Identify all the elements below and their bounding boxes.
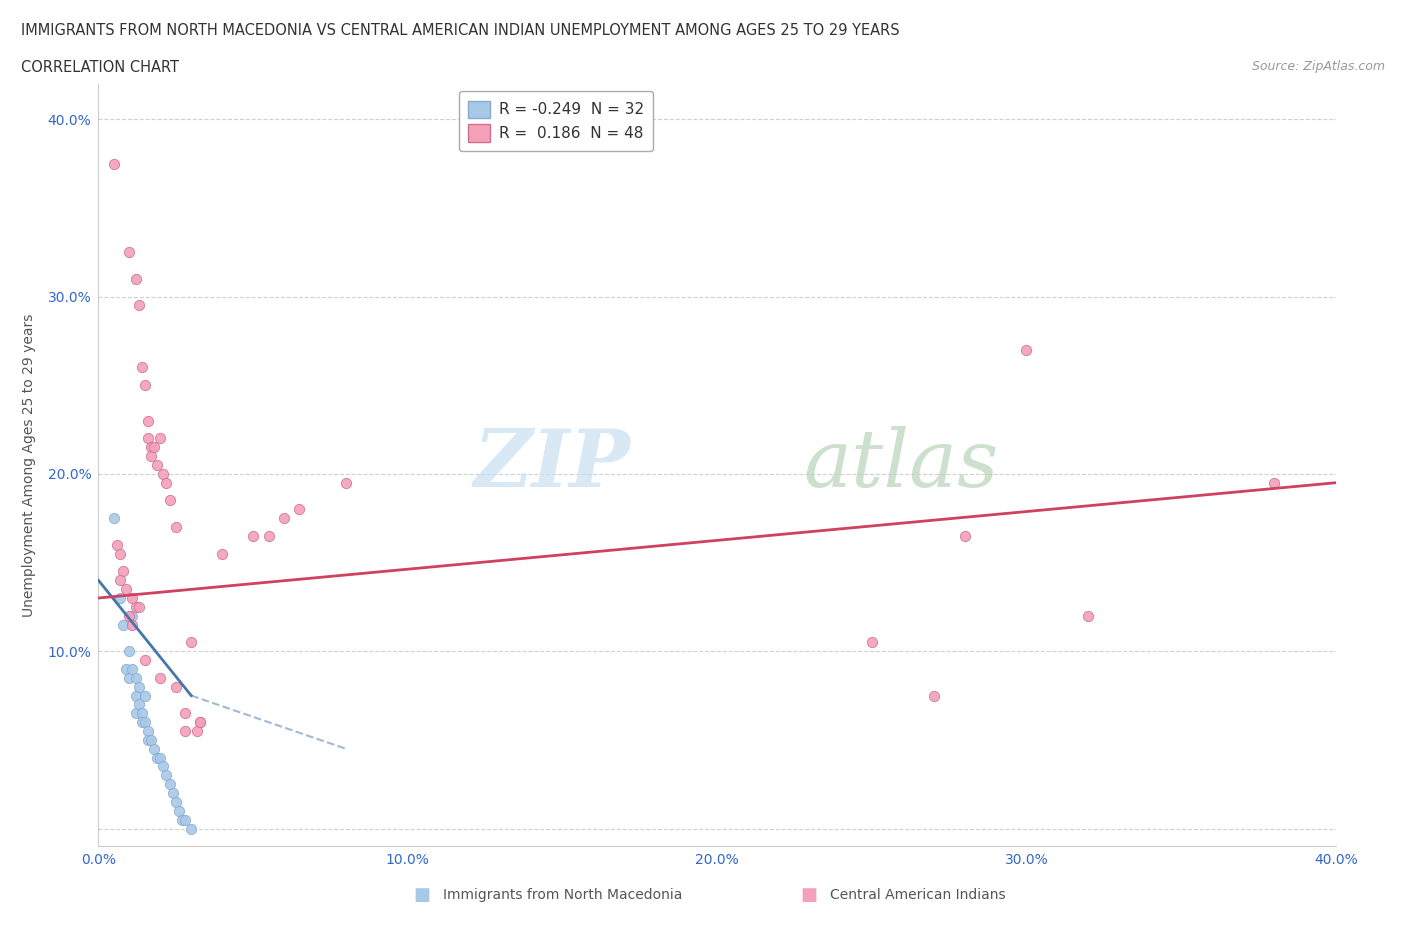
Point	[108, 591, 131, 605]
Text: ■: ■	[800, 885, 817, 904]
Text: Central American Indians: Central American Indians	[830, 887, 1005, 902]
Point	[335, 475, 357, 490]
Point	[103, 511, 125, 525]
Point	[143, 440, 166, 455]
Point	[149, 671, 172, 685]
Point	[174, 724, 197, 738]
Point	[115, 661, 138, 676]
Point	[124, 706, 146, 721]
Point	[134, 715, 156, 730]
Point	[121, 608, 143, 623]
Point	[288, 502, 311, 517]
Point	[146, 751, 169, 765]
Point	[108, 546, 131, 561]
Point	[1263, 475, 1285, 490]
Point	[118, 671, 141, 685]
Point	[242, 528, 264, 543]
Point	[124, 688, 146, 703]
Point	[134, 378, 156, 392]
Point	[136, 413, 159, 428]
Point	[211, 546, 233, 561]
Point	[190, 715, 212, 730]
Point	[174, 812, 197, 827]
Point	[131, 715, 153, 730]
Point	[174, 706, 197, 721]
Point	[159, 777, 181, 791]
Point	[121, 661, 143, 676]
Point	[139, 448, 162, 463]
Point	[134, 653, 156, 668]
Point	[112, 564, 135, 578]
Point	[152, 759, 174, 774]
Text: atlas: atlas	[804, 426, 1000, 504]
Point	[165, 679, 187, 694]
Point	[159, 493, 181, 508]
Point	[128, 600, 150, 615]
Point	[1015, 342, 1038, 357]
Point	[108, 573, 131, 588]
Point	[143, 741, 166, 756]
Point	[121, 591, 143, 605]
Point	[155, 768, 177, 783]
Point	[170, 812, 193, 827]
Point	[922, 688, 945, 703]
Legend: R = -0.249  N = 32, R =  0.186  N = 48: R = -0.249 N = 32, R = 0.186 N = 48	[460, 91, 654, 151]
Text: ZIP: ZIP	[474, 426, 630, 504]
Point	[128, 298, 150, 312]
Point	[136, 724, 159, 738]
Point	[257, 528, 280, 543]
Text: CORRELATION CHART: CORRELATION CHART	[21, 60, 179, 75]
Point	[115, 581, 138, 596]
Point	[273, 511, 295, 525]
Point	[118, 644, 141, 658]
Point	[136, 431, 159, 445]
Point	[162, 786, 184, 801]
Point	[1077, 608, 1099, 623]
Point	[131, 360, 153, 375]
Point	[131, 706, 153, 721]
Point	[860, 635, 883, 650]
Point	[152, 467, 174, 482]
Point	[136, 733, 159, 748]
Text: Source: ZipAtlas.com: Source: ZipAtlas.com	[1251, 60, 1385, 73]
Point	[128, 697, 150, 711]
Text: IMMIGRANTS FROM NORTH MACEDONIA VS CENTRAL AMERICAN INDIAN UNEMPLOYMENT AMONG AG: IMMIGRANTS FROM NORTH MACEDONIA VS CENTR…	[21, 23, 900, 38]
Text: Immigrants from North Macedonia: Immigrants from North Macedonia	[443, 887, 682, 902]
Point	[139, 733, 162, 748]
Point	[165, 520, 187, 535]
Point	[118, 608, 141, 623]
Point	[180, 821, 202, 836]
Point	[105, 538, 128, 552]
Text: ■: ■	[413, 885, 430, 904]
Point	[186, 724, 208, 738]
Point	[139, 440, 162, 455]
Point	[118, 245, 141, 259]
Point	[165, 794, 187, 809]
Point	[167, 804, 190, 818]
Point	[124, 600, 146, 615]
Point	[124, 272, 146, 286]
Point	[112, 618, 135, 632]
Point	[149, 431, 172, 445]
Point	[149, 751, 172, 765]
Point	[190, 715, 212, 730]
Point	[124, 671, 146, 685]
Point	[953, 528, 976, 543]
Point	[155, 475, 177, 490]
Y-axis label: Unemployment Among Ages 25 to 29 years: Unemployment Among Ages 25 to 29 years	[22, 313, 37, 617]
Point	[180, 635, 202, 650]
Point	[103, 156, 125, 171]
Point	[146, 458, 169, 472]
Point	[128, 679, 150, 694]
Point	[134, 688, 156, 703]
Point	[121, 618, 143, 632]
